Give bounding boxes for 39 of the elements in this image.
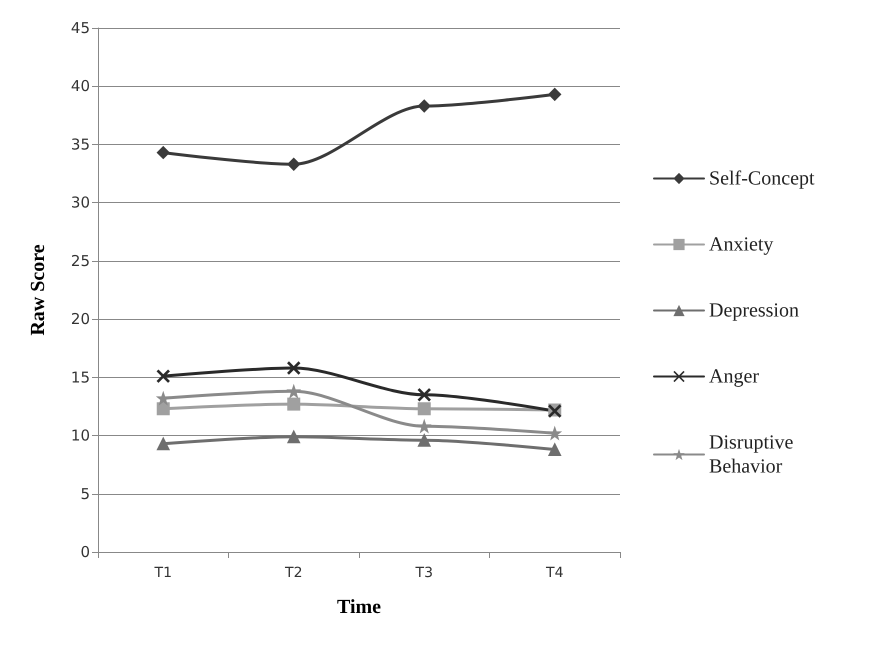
legend-label: Anger	[709, 366, 760, 388]
legend-label: Anxiety	[709, 234, 774, 256]
point	[548, 443, 562, 456]
point	[156, 437, 170, 450]
point	[418, 420, 431, 433]
point	[156, 146, 170, 160]
x-tick-label: T1	[154, 565, 172, 581]
point	[418, 434, 431, 447]
y-tick-label: 35	[70, 135, 90, 154]
point	[287, 362, 300, 375]
point	[287, 430, 300, 444]
y-tick-label: 30	[70, 194, 90, 212]
y-tick-label: 20	[70, 310, 90, 328]
point	[287, 158, 300, 171]
point	[287, 384, 300, 398]
point	[418, 402, 431, 416]
point	[418, 100, 431, 113]
x-axis-title: Time	[336, 596, 382, 618]
y-tick-label: 45	[70, 19, 90, 37]
x-tick-label: T3	[414, 565, 433, 581]
y-tick-label: 25	[70, 252, 90, 270]
legend-label: Disruptive Behavior	[709, 432, 798, 478]
point	[418, 388, 431, 402]
x-tick-label: T4	[545, 565, 564, 581]
y-tick-label: 40	[70, 77, 90, 96]
y-axis-title: Raw Score	[27, 244, 49, 336]
y-tick-label: 15	[70, 368, 90, 386]
point	[156, 402, 170, 416]
point	[156, 370, 170, 383]
point	[287, 398, 300, 411]
x-tick-label: T2	[284, 565, 302, 581]
legend-label: Self-Concept	[709, 168, 815, 190]
y-tick-label: 5	[80, 484, 90, 503]
y-tick-label: 10	[70, 426, 90, 445]
point	[548, 426, 562, 440]
legend-label: Depression	[709, 300, 799, 322]
point	[156, 392, 170, 405]
point	[548, 88, 562, 101]
y-tick-label: 0	[80, 543, 90, 561]
